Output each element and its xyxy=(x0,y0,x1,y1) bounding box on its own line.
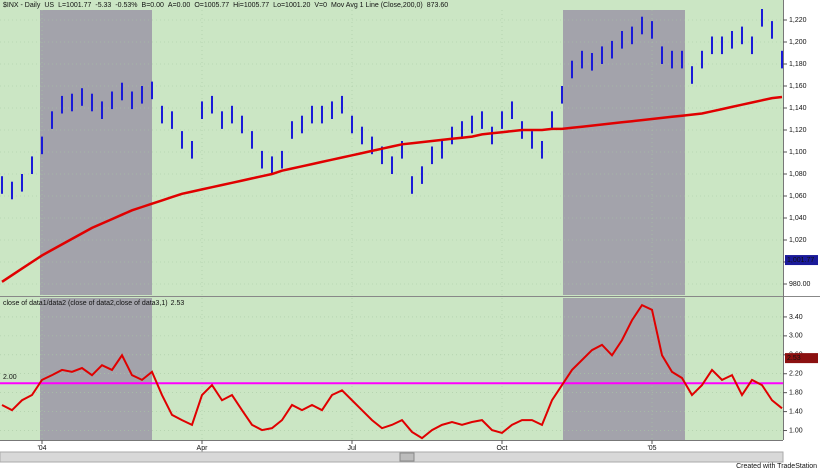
marks xyxy=(0,9,783,440)
header-text: US xyxy=(44,2,54,9)
y-tick-label: 1.40 xyxy=(789,408,803,415)
y-tick-label: 1,040 xyxy=(789,215,807,222)
y-tick-label: 3.40 xyxy=(789,314,803,321)
shaded-region xyxy=(40,10,152,295)
header-text: 873.60 xyxy=(427,2,449,9)
y-tick-label: 1,120 xyxy=(789,127,807,134)
footer: Created with TradeStation xyxy=(736,463,817,470)
y-tick-label: 1.00 xyxy=(789,427,803,434)
y-tick-label: 1,100 xyxy=(789,149,807,156)
x-tick-label: Oct xyxy=(497,445,508,452)
last-value-label: 2.53 xyxy=(787,355,801,362)
y-tick-label: 1,180 xyxy=(789,61,807,68)
indicator-value: 2.53 xyxy=(171,300,185,307)
moving-average xyxy=(1,95,783,283)
reference-label: 2.00 xyxy=(3,374,17,381)
header-text: Mov Avg 1 Line (Close,200,0) xyxy=(331,2,423,9)
x-tick-label: Jul xyxy=(348,445,357,452)
header-text: -0.53% xyxy=(115,2,137,9)
scrollbar[interactable] xyxy=(0,451,784,463)
y-tick-label: 1,220 xyxy=(789,17,807,24)
last-value-box xyxy=(785,353,818,364)
y-tick-label: 1,160 xyxy=(789,83,807,90)
last-value-box xyxy=(785,255,818,266)
header-text: -5.33 xyxy=(95,2,111,9)
header: $INX - Daily US L=1001.77 -5.33 -0.53% B=0.00… xyxy=(3,2,448,9)
y-tick-label: 980.00 xyxy=(789,281,811,288)
shaded-region xyxy=(563,298,685,440)
y-tick-label: 1,140 xyxy=(789,105,807,112)
header-text: L=1001.77 xyxy=(58,2,91,9)
shaded-region xyxy=(40,298,152,440)
header-text: Hi=1005.77 xyxy=(233,2,269,9)
last-value-label: 1,001.77 xyxy=(787,257,814,264)
header-text: Lo=1001.20 xyxy=(273,2,310,9)
y-tick-label: 1,080 xyxy=(789,171,807,178)
header-text: V=0 xyxy=(314,2,327,9)
y-tick-label: 1,060 xyxy=(789,193,807,200)
x-tick-label: '04 xyxy=(37,445,46,452)
header-text: $INX - Daily xyxy=(3,2,41,9)
scroll-thumb[interactable] xyxy=(399,452,415,462)
y-tick-label: 1,200 xyxy=(789,39,807,46)
header-text: B=0.00 xyxy=(142,2,164,9)
header-text: O=1005.77 xyxy=(194,2,229,9)
indicator-title: close of data1/data2 (close of data2,clo… xyxy=(3,300,168,307)
y-tick-label: 1.80 xyxy=(789,390,803,397)
x-tick-label: Apr xyxy=(197,445,209,452)
header-text: A=0.00 xyxy=(168,2,190,9)
y-tick-label: 1,020 xyxy=(789,237,807,244)
y-tick-label: 3.00 xyxy=(789,333,803,340)
x-tick-label: '05 xyxy=(647,445,656,452)
ratio-line xyxy=(1,303,783,440)
grid xyxy=(0,10,783,440)
shaded-region xyxy=(563,10,685,295)
y-tick-label: 2.20 xyxy=(789,371,803,378)
